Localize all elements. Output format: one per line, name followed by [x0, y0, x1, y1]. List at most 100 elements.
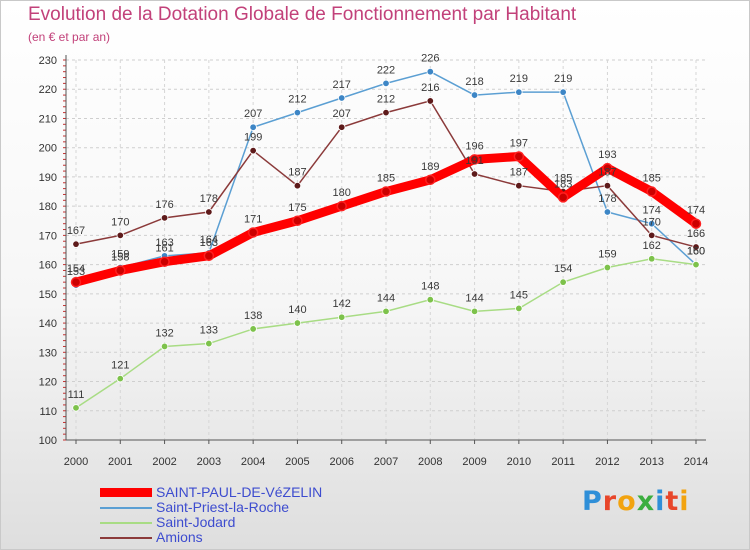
- data-label: 185: [554, 173, 572, 185]
- y-tick-label: 130: [39, 347, 57, 359]
- data-label: 121: [111, 360, 129, 372]
- data-label: 178: [200, 193, 218, 205]
- chart-subtitle: (en € et par an): [28, 30, 111, 44]
- data-point: [648, 255, 656, 263]
- y-tick-label: 210: [39, 113, 57, 125]
- data-label: 183: [554, 178, 572, 190]
- logo-letter: t: [665, 486, 680, 517]
- x-tick-label: 2000: [64, 456, 88, 468]
- data-point: [382, 307, 390, 316]
- data-label: 199: [244, 132, 262, 144]
- data-label: 193: [598, 149, 616, 161]
- data-point: [292, 215, 303, 227]
- x-tick-label: 2014: [684, 456, 708, 468]
- data-point: [557, 192, 569, 203]
- data-point: [249, 123, 257, 131]
- data-point: [648, 231, 656, 240]
- legend-swatch: [100, 488, 152, 497]
- data-label: 140: [288, 304, 306, 316]
- y-tick-label: 200: [39, 143, 57, 155]
- data-point: [116, 374, 124, 383]
- legend-swatch: [100, 522, 152, 524]
- data-label: 219: [510, 73, 528, 85]
- data-point: [559, 88, 567, 96]
- data-point: [470, 170, 479, 178]
- y-tick-label: 110: [39, 406, 57, 418]
- data-label: 163: [200, 237, 218, 249]
- data-point: [160, 342, 169, 351]
- data-point: [469, 154, 480, 165]
- data-label: 111: [68, 389, 85, 401]
- data-point: [72, 404, 80, 412]
- data-label: 144: [377, 292, 395, 304]
- data-point: [603, 263, 612, 272]
- data-point: [559, 278, 567, 286]
- data-label: 191: [465, 155, 483, 167]
- data-point: [159, 256, 170, 267]
- data-label: 219: [554, 73, 572, 85]
- logo-letter: i: [655, 486, 666, 517]
- data-point: [70, 276, 82, 288]
- data-point: [382, 108, 390, 117]
- data-point: [515, 304, 523, 313]
- legend-label: Saint-Jodard: [156, 514, 236, 530]
- data-label: 222: [377, 64, 395, 76]
- data-point: [203, 250, 215, 262]
- data-point: [338, 94, 346, 102]
- data-point: [115, 265, 126, 276]
- data-point: [515, 88, 523, 96]
- y-tick-label: 100: [39, 435, 57, 447]
- legend-swatch: [100, 507, 152, 509]
- data-label: 212: [377, 94, 395, 106]
- legend-swatch: [100, 537, 152, 539]
- proxiti-logo: Proxiti: [582, 486, 690, 517]
- x-tick-label: 2010: [507, 456, 531, 468]
- data-label: 189: [421, 161, 439, 173]
- data-point: [648, 219, 656, 228]
- data-label: 185: [643, 173, 661, 185]
- data-point: [380, 186, 392, 197]
- logo-letter: P: [582, 486, 603, 517]
- data-label: 148: [421, 281, 439, 293]
- data-point: [513, 151, 525, 162]
- y-tick-label: 160: [39, 260, 57, 272]
- data-label: 164: [200, 234, 218, 246]
- data-label: 144: [465, 292, 483, 304]
- data-label: 133: [200, 325, 218, 337]
- data-point: [293, 181, 302, 190]
- data-point: [602, 162, 613, 174]
- data-point: [336, 200, 347, 212]
- legend-label: Saint-Priest-la-Roche: [156, 499, 290, 515]
- logo-letter: i: [679, 486, 690, 517]
- data-point: [646, 186, 657, 197]
- data-point: [515, 181, 523, 190]
- y-tick-label: 140: [39, 318, 57, 330]
- data-point: [338, 123, 346, 131]
- data-label: 175: [288, 202, 306, 214]
- x-tick-label: 2009: [462, 456, 486, 468]
- x-tick-label: 2006: [329, 456, 353, 468]
- data-label: 160: [687, 246, 705, 258]
- data-label: 153: [67, 266, 85, 278]
- data-point: [692, 260, 700, 269]
- data-label: 132: [155, 327, 173, 339]
- legend-item: SAINT-PAUL-DE-VéZELIN: [100, 484, 400, 500]
- x-tick-label: 2001: [108, 456, 132, 468]
- data-point: [338, 313, 346, 321]
- data-label: 159: [598, 249, 616, 261]
- data-label: 170: [643, 216, 661, 228]
- legend: SAINT-PAUL-DE-VéZELIN Saint-Priest-la-Ro…: [100, 484, 400, 545]
- data-label: 207: [244, 108, 262, 120]
- x-tick-label: 2007: [374, 456, 398, 468]
- data-label: 138: [244, 310, 262, 322]
- x-tick-label: 2002: [152, 456, 176, 468]
- data-point: [293, 108, 302, 117]
- data-label: 154: [554, 263, 572, 275]
- data-point: [426, 67, 434, 76]
- data-label: 171: [244, 213, 262, 225]
- data-point: [690, 218, 702, 229]
- y-tick-label: 180: [39, 201, 57, 213]
- data-label: 176: [155, 199, 173, 211]
